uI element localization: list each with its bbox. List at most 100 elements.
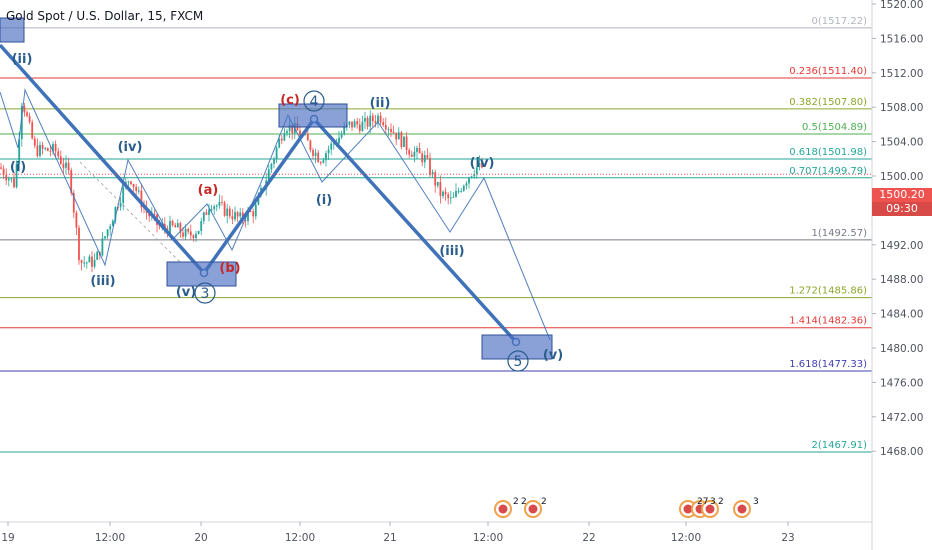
candle-body [85, 262, 88, 264]
candle-body [431, 172, 434, 175]
candle-body [15, 164, 18, 188]
candle-body [410, 154, 413, 157]
candle-body [434, 172, 437, 186]
candle-body [247, 211, 249, 222]
price-axis-label: 1520.00 [880, 0, 923, 11]
event-flag-icon [683, 504, 693, 514]
candle-body [371, 115, 374, 122]
circled-wave-marker [194, 282, 216, 304]
candle-body [54, 143, 57, 152]
candle-body [213, 206, 216, 210]
candle-body [197, 230, 200, 234]
candle-body [413, 151, 416, 157]
candle-body [473, 174, 476, 177]
candle-body [36, 145, 39, 156]
event-badge-count: 2 [521, 497, 527, 507]
candle-body [179, 223, 182, 233]
candle-body [423, 155, 426, 163]
candle-body [119, 202, 122, 208]
candle-body [405, 136, 408, 151]
candle-body [481, 162, 483, 168]
target-zone-box [166, 261, 237, 287]
candle-body [205, 212, 208, 215]
candle-body [223, 202, 226, 216]
fib-level-label: 0.236(1511.40) [789, 66, 867, 77]
candle-body [374, 121, 377, 123]
wave-label: (iv) [118, 140, 143, 155]
candle-body [283, 132, 286, 141]
candle-body [67, 162, 70, 171]
fib-level-label: 1(1492.57) [811, 228, 867, 239]
price-axis-label: 1476.00 [880, 377, 923, 389]
price-axis-label: 1500.00 [880, 171, 923, 183]
event-badge-count: 3 [753, 497, 759, 507]
candle-body [135, 186, 138, 192]
candle-body [236, 212, 239, 217]
wave-label: (iii) [439, 244, 464, 259]
candle-body [426, 155, 429, 158]
candle-body [442, 191, 444, 197]
fib-level-label: 2(1467.91) [811, 440, 867, 451]
candle-body [465, 183, 468, 186]
candle-body [478, 162, 481, 168]
candle-body [91, 256, 93, 267]
price-axis-label: 1508.00 [880, 102, 923, 114]
candle-body [314, 152, 317, 156]
fib-level-label: 1.272(1485.86) [789, 286, 867, 297]
candle-body [171, 220, 174, 226]
candle-body [325, 153, 327, 161]
candle-body [439, 181, 442, 197]
candle-body [7, 178, 10, 181]
candle-body [457, 190, 460, 192]
fib-level-label: 0.5(1504.89) [802, 122, 867, 133]
candle-body [366, 117, 369, 127]
price-axis-label: 1480.00 [880, 343, 923, 355]
candle-body [10, 178, 13, 180]
wave-label: (i) [316, 193, 332, 208]
candle-body [106, 229, 109, 237]
candle-body [130, 181, 132, 185]
candle-body [455, 190, 457, 197]
candle-body [93, 259, 96, 267]
fib-level-label: 0(1517.22) [811, 16, 867, 27]
candle-body [358, 124, 361, 132]
wave-label: (iii) [90, 274, 115, 289]
candle-body [468, 177, 470, 184]
event-flag-icon [528, 504, 538, 514]
candle-body [18, 139, 21, 165]
candle-body [59, 156, 62, 164]
candle-body [239, 212, 242, 217]
candle-body [436, 181, 439, 186]
candle-body [137, 190, 140, 192]
candle-body [330, 143, 333, 150]
candle-body [231, 216, 234, 220]
candle-body [390, 128, 392, 132]
candle-body [462, 185, 465, 191]
candle-body [364, 117, 366, 122]
time-axis-label: 19 [1, 532, 14, 544]
candle-body [288, 124, 291, 132]
wave-label: (a) [198, 183, 219, 198]
candle-body [429, 157, 431, 175]
candle-body [343, 127, 346, 135]
candle-body [39, 144, 41, 156]
candle-body [109, 226, 112, 230]
current-price-tag: 1500.20 09:30 [872, 188, 932, 216]
price-axis-label: 1516.00 [880, 33, 923, 45]
candle-body [57, 151, 60, 157]
candle-body [104, 236, 106, 239]
candle-body [0, 167, 2, 169]
time-axis-label: 22 [582, 532, 595, 544]
candle-body [449, 197, 452, 199]
candle-body [114, 206, 117, 221]
channel-dashed-line [79, 161, 181, 263]
time-axis-label: 21 [383, 532, 396, 544]
candle-body [280, 138, 283, 141]
candle-body [221, 201, 223, 203]
wave-label: (c) [280, 93, 300, 108]
event-flag-icon [498, 504, 508, 514]
candle-body [408, 150, 411, 155]
candle-body [317, 152, 320, 163]
candle-body [392, 131, 395, 133]
